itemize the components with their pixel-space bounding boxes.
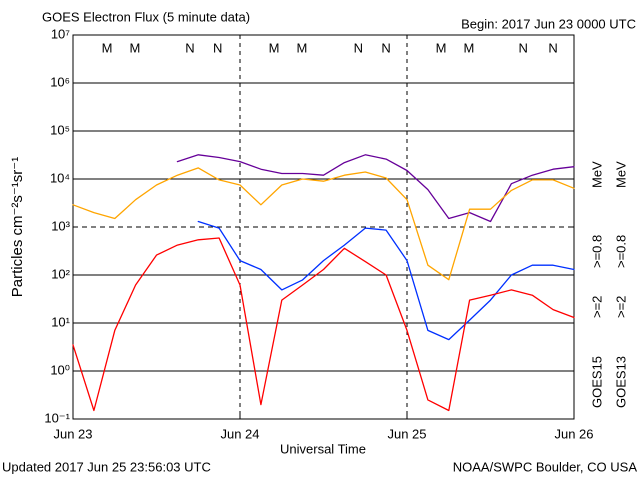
y-tick-label: 10² bbox=[51, 266, 70, 281]
legend-satellite: GOES13 bbox=[613, 356, 628, 408]
x-tick-label: Jun 26 bbox=[554, 426, 593, 441]
annotation: M bbox=[464, 40, 475, 55]
y-tick-label: 10⁴ bbox=[50, 170, 70, 185]
legend-unit: MeV bbox=[613, 161, 628, 188]
y-tick-label: 10¹ bbox=[51, 314, 70, 329]
legend-entry: >=2 bbox=[613, 296, 628, 318]
y-tick-label: 10⁻¹ bbox=[44, 410, 70, 425]
series-line bbox=[72, 167, 575, 281]
legend-entry: >=0.8 bbox=[589, 235, 604, 268]
series-line bbox=[197, 220, 575, 341]
annotation: M bbox=[269, 40, 280, 55]
annotation: N bbox=[381, 40, 390, 55]
y-tick-label: 10³ bbox=[51, 218, 70, 233]
footer-right: NOAA/SWPC Boulder, CO USA bbox=[453, 459, 638, 474]
footer-left: Updated 2017 Jun 25 23:56:03 UTC bbox=[2, 459, 211, 474]
series-line bbox=[72, 237, 575, 412]
series-line bbox=[176, 154, 575, 223]
legend-satellite: GOES15 bbox=[589, 356, 604, 408]
y-tick-label: 10⁵ bbox=[50, 122, 70, 137]
y-tick-label: 10⁶ bbox=[50, 74, 70, 89]
annotation: M bbox=[130, 40, 141, 55]
annotation: M bbox=[102, 40, 113, 55]
annotation: N bbox=[213, 40, 222, 55]
x-axis-label: Universal Time bbox=[280, 441, 366, 456]
annotation: M bbox=[297, 40, 308, 55]
annotation: M bbox=[436, 40, 447, 55]
y-axis-label: Particles cm⁻²s⁻¹sr⁻¹ bbox=[9, 157, 26, 297]
annotation: N bbox=[548, 40, 557, 55]
x-tick-label: Jun 25 bbox=[387, 426, 426, 441]
annotation: N bbox=[519, 40, 528, 55]
y-tick-label: 10⁷ bbox=[51, 26, 70, 41]
legend-unit: MeV bbox=[589, 161, 604, 188]
chart-title: GOES Electron Flux (5 minute data) bbox=[42, 9, 250, 24]
chart-subtitle: Begin: 2017 Jun 23 0000 UTC bbox=[461, 16, 636, 31]
x-tick-label: Jun 24 bbox=[220, 426, 259, 441]
annotation: N bbox=[185, 40, 194, 55]
annotation: N bbox=[354, 40, 363, 55]
x-tick-label: Jun 23 bbox=[53, 426, 92, 441]
legend-entry: >=2 bbox=[589, 296, 604, 318]
y-tick-label: 10⁰ bbox=[50, 362, 70, 377]
legend-entry: >=0.8 bbox=[613, 235, 628, 268]
